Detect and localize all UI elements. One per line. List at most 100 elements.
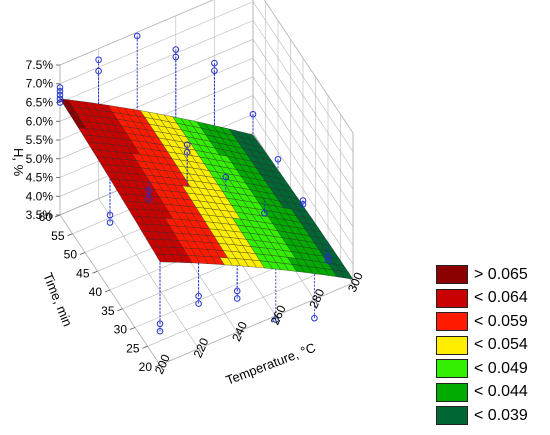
color-legend: > 0.065 < 0.064 < 0.059 < 0.054 < 0.049 … [436, 263, 548, 428]
gridline-h [59, 0, 354, 134]
legend-item: < 0.044 [436, 381, 548, 405]
legend-label: < 0.054 [474, 336, 528, 354]
y-tick-label: 45 [76, 266, 90, 280]
legend-swatch [436, 359, 468, 379]
z-tick-label: 3.5% [26, 208, 54, 222]
data-point [106, 211, 114, 219]
legend-swatch [436, 312, 468, 332]
y-tick-mark [54, 214, 61, 218]
x-tick-label: 200 [152, 352, 173, 376]
data-point [172, 53, 180, 61]
data-point [106, 219, 114, 226]
z-tick-label: 7.0% [26, 77, 54, 91]
y-tick-label: 35 [101, 304, 115, 318]
data-point [156, 320, 164, 328]
z-tick-label: 4.5% [26, 171, 54, 185]
z-tick-label: 5.5% [26, 133, 54, 147]
x-tick-mark [275, 315, 280, 322]
z-tick-label: 6.0% [26, 114, 54, 128]
x-tick-label: 260 [268, 303, 289, 327]
data-point [324, 257, 332, 264]
data-point [56, 95, 64, 103]
legend-label: < 0.044 [474, 383, 528, 401]
axis-ticks: 3.5% 4.0% 4.5% 5.0% 5.5% 6.0% 6.5% 7.0% 7.5% 20 25… [26, 58, 366, 376]
data-point [211, 67, 218, 74]
data-point [95, 56, 102, 64]
y-tick-mark [79, 252, 86, 255]
data-point [222, 173, 230, 181]
z-tick-label: 5.0% [26, 152, 54, 166]
y-tick-mark [117, 308, 123, 312]
legend-swatch [436, 335, 468, 355]
legend-item: > 0.065 [436, 263, 548, 287]
y-tick-mark [92, 270, 98, 274]
legend-item: < 0.039 [436, 404, 548, 428]
legend-swatch [436, 288, 468, 308]
data-point [195, 292, 202, 300]
point-stems [59, 35, 329, 332]
legend-swatch [436, 265, 468, 285]
z-tick-label: 7.5% [26, 58, 54, 72]
data-point [233, 295, 241, 302]
data-point [211, 59, 218, 67]
data-point [299, 200, 307, 208]
y-tick-mark [104, 289, 111, 293]
legend-item: < 0.059 [436, 310, 548, 334]
data-point [95, 67, 102, 75]
legend-label: < 0.049 [474, 359, 528, 377]
y-tick-label: 55 [51, 229, 65, 243]
y-tick-mark [142, 345, 148, 349]
y-tick-mark [67, 233, 73, 237]
data-point [172, 46, 180, 53]
x-axis-label: Temperature, °C [224, 340, 318, 388]
x-tick-label: 220 [191, 336, 212, 360]
data-point [56, 84, 64, 91]
data-point [183, 141, 191, 148]
legend-item: < 0.049 [436, 357, 548, 381]
data-point [183, 148, 191, 156]
y-tick-mark [154, 364, 161, 368]
data-point [195, 300, 202, 307]
data-point [311, 314, 318, 322]
legend-label: < 0.064 [474, 289, 528, 307]
response-surface [59, 98, 354, 280]
data-point [233, 287, 241, 295]
x-tick-label: 280 [306, 286, 327, 310]
legend-swatch [436, 406, 468, 426]
data-point [133, 32, 141, 40]
data-point [145, 187, 152, 195]
data-point [249, 110, 257, 118]
y-axis-label: Time, min [40, 271, 75, 329]
x-tick-mark [236, 331, 241, 338]
x-tick-label: 240 [229, 319, 250, 343]
legend-swatch [436, 382, 468, 402]
z-axis-label: H, % [11, 148, 26, 177]
z-tick-label: 4.0% [26, 189, 54, 203]
y-tick-mark [129, 327, 136, 330]
y-tick-label: 30 [114, 323, 128, 337]
legend-item: < 0.054 [436, 334, 548, 358]
y-tick-label: 25 [126, 341, 140, 355]
y-tick-label: 60 [39, 210, 53, 224]
legend-item: < 0.064 [436, 287, 548, 311]
x-tick-mark [352, 282, 357, 289]
legend-label: > 0.065 [474, 265, 528, 283]
data-point [56, 87, 64, 95]
y-tick-label: 20 [139, 360, 153, 374]
data-point [156, 327, 164, 335]
data-point [145, 195, 152, 202]
legend-label: < 0.039 [474, 406, 528, 424]
x-tick-mark [314, 299, 318, 305]
data-point [261, 209, 268, 217]
legend-label: < 0.059 [474, 312, 528, 330]
y-tick-label: 50 [64, 248, 78, 262]
data-point [56, 91, 64, 99]
data-point [274, 155, 282, 163]
surface-cell [340, 270, 354, 280]
z-tick-label: 6.5% [26, 96, 54, 110]
data-points [56, 32, 332, 335]
data-point [324, 253, 332, 261]
x-tick-mark [159, 364, 164, 371]
y-tick-label: 40 [89, 285, 103, 299]
